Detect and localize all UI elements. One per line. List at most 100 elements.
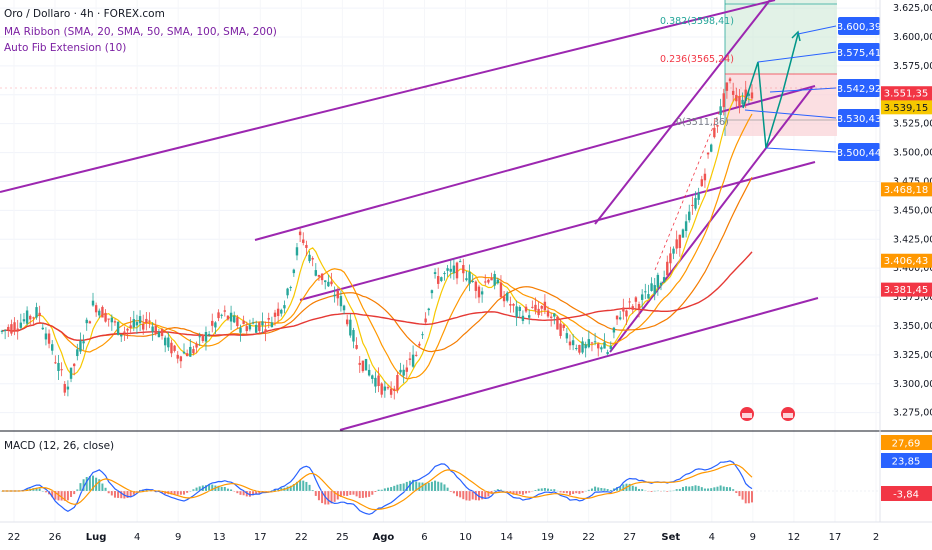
candle — [116, 321, 120, 336]
channel-lines[interactable] — [0, 0, 819, 431]
candle — [380, 382, 383, 398]
macd-bar — [371, 491, 374, 495]
macd-bar — [597, 487, 600, 491]
candle — [666, 255, 669, 278]
y-tick-label: 3.425,00 — [893, 234, 932, 245]
candle — [738, 88, 741, 114]
x-tick-label: 17 — [254, 532, 267, 543]
macd-bar — [456, 491, 459, 497]
candle — [358, 356, 361, 373]
macd-bar — [622, 484, 625, 491]
macd-bar — [248, 491, 251, 497]
projection-label: 3.600,39 — [837, 17, 881, 35]
candle — [145, 311, 148, 331]
channel-middle[interactable] — [299, 161, 816, 301]
candle — [38, 305, 41, 323]
macd-bar — [405, 481, 408, 491]
candle — [703, 168, 707, 188]
price-axis[interactable]: 3.625,003.600,003.575,003.550,003.525,00… — [893, 3, 932, 419]
macd-bar — [722, 486, 725, 491]
macd-bar — [54, 491, 57, 500]
candle — [355, 337, 358, 350]
y-tick-label: 3.500,00 — [893, 148, 932, 159]
candle — [132, 310, 135, 332]
candle — [98, 308, 101, 319]
candle — [622, 298, 625, 320]
macd-bar — [606, 489, 609, 491]
candle — [305, 240, 308, 256]
fib-label-236: 0.236(3565,24) — [660, 54, 734, 65]
projection-label: 3.530,43 — [837, 109, 881, 127]
macd-bar — [600, 488, 603, 491]
macd-bar — [236, 491, 239, 494]
macd-bar — [741, 491, 744, 500]
candle — [283, 300, 286, 314]
candle — [201, 333, 205, 343]
macd-bar — [719, 485, 722, 491]
macd-bar — [204, 485, 207, 491]
candle — [192, 345, 195, 356]
macd-bar — [581, 491, 584, 493]
macd-bar — [377, 489, 380, 491]
chart-title[interactable]: Oro / Dollaro · 4h · FOREX.com — [4, 8, 165, 20]
macd-bar — [358, 491, 361, 499]
ma-ribbon-legend[interactable]: MA Ribbon (SMA, 20, SMA, 50, SMA, 100, S… — [4, 26, 277, 38]
fib-extension-legend[interactable]: Auto Fib Extension (10) — [4, 42, 127, 54]
macd-bar — [120, 491, 123, 499]
macd-bar — [707, 488, 710, 491]
x-tick-label: 22 — [582, 532, 595, 543]
candle — [543, 294, 547, 315]
y-tick-label: 3.275,00 — [893, 408, 932, 419]
candle — [631, 304, 634, 314]
macd-bar — [252, 491, 255, 496]
macd-bar — [493, 490, 496, 491]
macd-bar — [98, 479, 101, 491]
macd-bar — [305, 481, 308, 491]
macd-bar — [415, 481, 418, 491]
macd-bar — [669, 490, 672, 492]
steep-channel-upper[interactable] — [594, 0, 771, 225]
svg-text:3.500,44: 3.500,44 — [837, 148, 882, 159]
event-flag-icon — [783, 413, 793, 418]
macd-bar — [346, 491, 349, 496]
macd-bar — [117, 491, 120, 498]
candle — [19, 313, 23, 330]
macd-bar — [383, 488, 386, 491]
macd-bar — [195, 487, 198, 491]
macd-bar — [732, 489, 735, 491]
macd-bar — [73, 491, 76, 495]
macd-bar — [110, 491, 113, 496]
economic-event-icons[interactable] — [740, 407, 795, 421]
channel-lower[interactable] — [339, 297, 819, 431]
candle — [57, 355, 60, 380]
candle — [468, 264, 471, 292]
channel-upper-outer[interactable] — [0, 0, 776, 193]
candle — [531, 300, 534, 309]
candle — [295, 242, 299, 261]
projection-connectors — [744, 25, 837, 153]
svg-text:3.539,15: 3.539,15 — [884, 103, 929, 114]
candle — [54, 355, 57, 364]
candle — [597, 342, 600, 357]
macd-legend[interactable]: MACD (12, 26, close) — [4, 440, 115, 452]
candle — [185, 349, 189, 357]
candle — [110, 314, 114, 331]
candle — [79, 332, 82, 354]
macd-bar — [666, 491, 669, 492]
candle — [239, 324, 242, 342]
candle — [320, 273, 324, 285]
macd-bar — [393, 485, 396, 491]
macd-bar — [242, 491, 245, 496]
macd-bar — [713, 487, 716, 491]
candle — [113, 318, 117, 326]
fib-label-0: 0(3511,36) — [676, 117, 729, 128]
macd-bar — [578, 491, 581, 494]
candle — [659, 281, 663, 291]
candle — [91, 292, 95, 307]
macd-bar — [490, 491, 493, 494]
candle — [553, 313, 556, 325]
time-axis[interactable]: 22 26 Lug 4 9 13 17 22 25 Ago 6 10 14 19 22 27 Set 4 9 12 17… — [8, 532, 880, 543]
macd-bar — [192, 489, 195, 491]
